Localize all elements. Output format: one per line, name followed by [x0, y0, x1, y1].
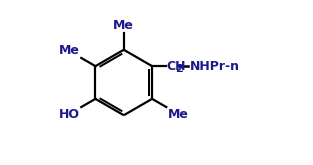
- Text: NHPr-n: NHPr-n: [189, 60, 239, 73]
- Text: 2: 2: [175, 64, 183, 74]
- Text: Me: Me: [59, 44, 80, 57]
- Text: CH: CH: [167, 60, 186, 73]
- Text: Me: Me: [113, 19, 134, 32]
- Text: Me: Me: [167, 108, 188, 121]
- Text: HO: HO: [59, 108, 80, 121]
